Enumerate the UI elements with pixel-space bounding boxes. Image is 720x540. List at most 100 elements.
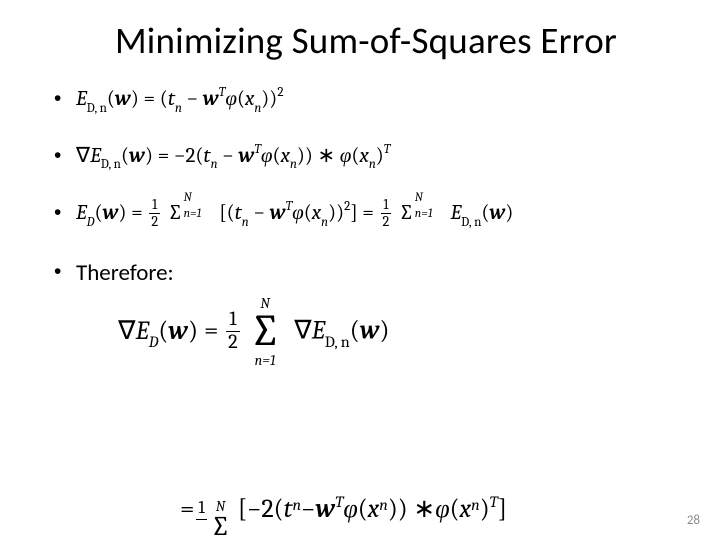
equation-2: ∇ED, n(w) = −2(tn − wTφ(xn)) ∗ φ(xn)T (52, 142, 680, 173)
eq4a-EDnsub: D, n (325, 333, 350, 352)
eq1-math: ED, n(w) = (tn − wTφ(xn))2 (76, 87, 283, 111)
eq4b-tsub: n (292, 496, 301, 515)
eq2-nabla: ∇ (76, 144, 90, 168)
eq3-half2-num: 1 (381, 198, 392, 214)
eq1-open: ( (160, 87, 168, 111)
eq2-phi: φ (261, 144, 273, 168)
eq3-sum2-bot: n=1 (415, 206, 433, 222)
eq1-minus: − (182, 87, 203, 111)
eq3-phi: φ (292, 201, 304, 225)
eq4b-phi: φ (343, 494, 357, 524)
eq3-sum-bot: n=1 (184, 206, 202, 222)
eq3-math: ED(w) = 12 N∑n=1[(tn − wTφ(xn))2] = 12 N… (76, 201, 513, 225)
eq2-math: ∇ED, n(w) = −2(tn − wTφ(xn)) ∗ φ(xn)T (76, 144, 390, 168)
eq3-half-num: 1 (149, 198, 160, 214)
eq4a-nabla: ∇ (118, 316, 135, 346)
eq4b-x2R: ) (480, 494, 490, 524)
eq3-sum-top: N (184, 190, 192, 206)
eq3-rb: ] = (350, 201, 378, 225)
eq4b-x2sub: n (471, 496, 480, 515)
eq2-T: T (384, 142, 391, 157)
eq2-neg2: −2( (174, 144, 204, 168)
eq4b-half-num: 1 (196, 500, 206, 520)
eq1-tsub: n (175, 101, 182, 116)
eq4b-x: x (368, 494, 380, 524)
eq2-xR: )) ∗ (297, 144, 340, 168)
equation-3: ED(w) = 12 N∑n=1[(tn − wTφ(xn))2] = 12 N… (52, 199, 680, 231)
eq2-rp: ) (145, 144, 153, 168)
eq2-lp: ( (121, 144, 129, 168)
eq4a-half-den: 2 (226, 332, 240, 353)
equation-4b-cut: = 1 N∑ [−2(tn − wTφ(xn)) ∗ φ(xn)T] (64, 494, 680, 540)
eq2-x2: x (359, 144, 368, 168)
eq1-lp: ( (107, 87, 115, 111)
therefore-bullet: Therefore: ∇ED(w) = 12 N∑n=1 ∇ED, n(w) (52, 258, 680, 368)
slide-title: Minimizing Sum-of-Squares Error (52, 18, 680, 63)
eq1-wsup: T (219, 85, 226, 100)
eq1-w: w (115, 87, 131, 111)
equation-1: ED, n(w) = (tn − wTφ(xn))2 (52, 85, 680, 116)
eq2-w: w (129, 144, 145, 168)
eq1-xsub: n (254, 101, 261, 116)
eq4a-half: 12 (226, 310, 240, 354)
eq3-half2-den: 2 (381, 214, 392, 229)
page-number: 28 (687, 513, 700, 528)
eq1-xL: ( (237, 87, 245, 111)
eq3-sum2-top: N (415, 190, 423, 206)
eq1-phi: φ (225, 87, 237, 111)
eq3-sigma: ∑ (168, 201, 183, 225)
eq3-EDnsub: D, n (461, 215, 481, 230)
therefore-label: Therefore: (76, 259, 174, 287)
eq4b-xsub: n (379, 496, 388, 515)
eq2-tsub: n (211, 157, 218, 172)
eq4b-t: t (284, 494, 293, 524)
eq4b-half-den (196, 520, 206, 539)
eq4a-w: w (168, 316, 188, 346)
eq3-EDn: E (450, 201, 461, 225)
eq3-xsub: n (321, 215, 328, 230)
eq4a-sigma: ∑ (249, 310, 280, 354)
eq4b-x2: x (460, 494, 472, 524)
eq2-phi2: φ (340, 144, 352, 168)
eq4a-lp: ( (158, 316, 168, 346)
eq4a-eq: = (204, 316, 224, 346)
eq1-rp: ) (131, 87, 139, 111)
eq4a-EDn: E (312, 316, 325, 346)
eq3-w2: w (489, 201, 505, 225)
bullet-list: ED, n(w) = (tn − wTφ(xn))2 ∇ED, n(w) = −… (52, 85, 680, 368)
eq4a-arg2R: ) (380, 316, 390, 346)
eq4a-lhs: ∇ED(w) (88, 314, 198, 352)
eq4b-phi2: φ (435, 494, 449, 524)
eq3-half-den: 2 (149, 214, 160, 229)
eq4b-sum: N∑ (211, 500, 230, 540)
eq3-half: 12 (149, 198, 160, 230)
eq4b-wtsup: T (335, 494, 343, 512)
eq3-lb: [( (219, 201, 234, 225)
eq3-minus: − (249, 201, 270, 225)
eq4a-rp: ) (188, 316, 198, 346)
eq2-Esub: D, n (101, 157, 121, 172)
slide: Minimizing Sum-of-Squares Error ED, n(w)… (0, 0, 720, 540)
eq4a-w2: w (360, 316, 380, 346)
eq2-x2R: ) (376, 144, 384, 168)
eq3-half2: 12 (381, 198, 392, 230)
eq4b-rb: ] (498, 494, 507, 524)
eq1-t: t (168, 87, 175, 111)
eq3-x: x (312, 201, 321, 225)
eq3-w: w (102, 201, 118, 225)
eq3-sq: 2 (344, 199, 350, 214)
eq3-t: t (235, 201, 242, 225)
eq3-wtsup: T (286, 199, 293, 214)
eq4b-half: 1 (196, 500, 206, 538)
eq3-Esub: D (87, 215, 95, 230)
eq3-tsub: n (242, 215, 249, 230)
eq2-wtsup: T (254, 142, 261, 157)
eq4b-minus: − (301, 494, 315, 524)
eq1-x: x (245, 87, 254, 111)
eq4b-T: T (490, 494, 498, 512)
eq4a-half-num: 1 (226, 310, 240, 332)
eq2-eq: = (153, 144, 174, 168)
eq1-E: E (76, 87, 87, 111)
eq4b-eq: = (180, 494, 194, 524)
eq2-E: E (90, 144, 101, 168)
